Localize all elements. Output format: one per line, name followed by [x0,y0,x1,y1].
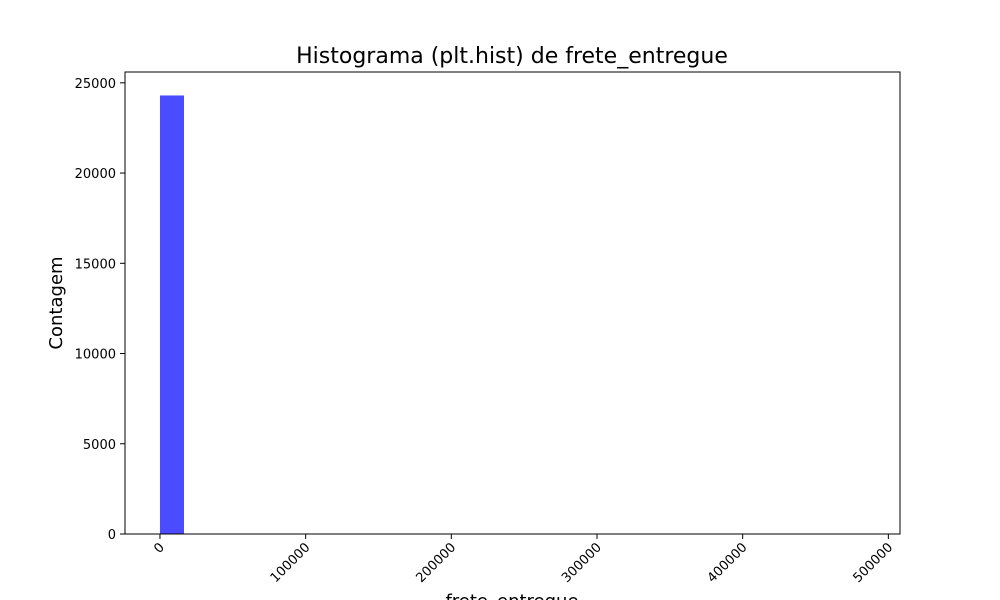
x-tick-label-4: 400000 [705,540,751,586]
y-tick-label-5: 25000 [75,77,116,92]
y-axis-label: Contagem [46,256,67,349]
x-tick-label-3: 300000 [559,540,605,586]
x-tick-label-5: 500000 [850,540,896,586]
plot-area: 0 5000 10000 15000 20000 25000 0 100000 200000 30… [75,71,901,586]
y-tick-label-3: 15000 [75,257,116,272]
x-tick-label-0: 0 [151,540,167,556]
x-tick-label-2: 200000 [413,540,459,586]
y-tick-label-2: 10000 [75,348,116,363]
plot-frame [124,71,901,535]
chart-title: Histograma (plt.hist) de frete_entregue [296,44,728,69]
y-tick-label-1: 5000 [83,438,116,453]
x-tick-label-1: 100000 [268,540,314,586]
y-tick-label-0: 0 [108,528,116,543]
histogram-bar-0 [159,95,184,534]
x-axis-label: frete_entregue [445,591,578,600]
y-tick-label-4: 20000 [75,167,116,182]
